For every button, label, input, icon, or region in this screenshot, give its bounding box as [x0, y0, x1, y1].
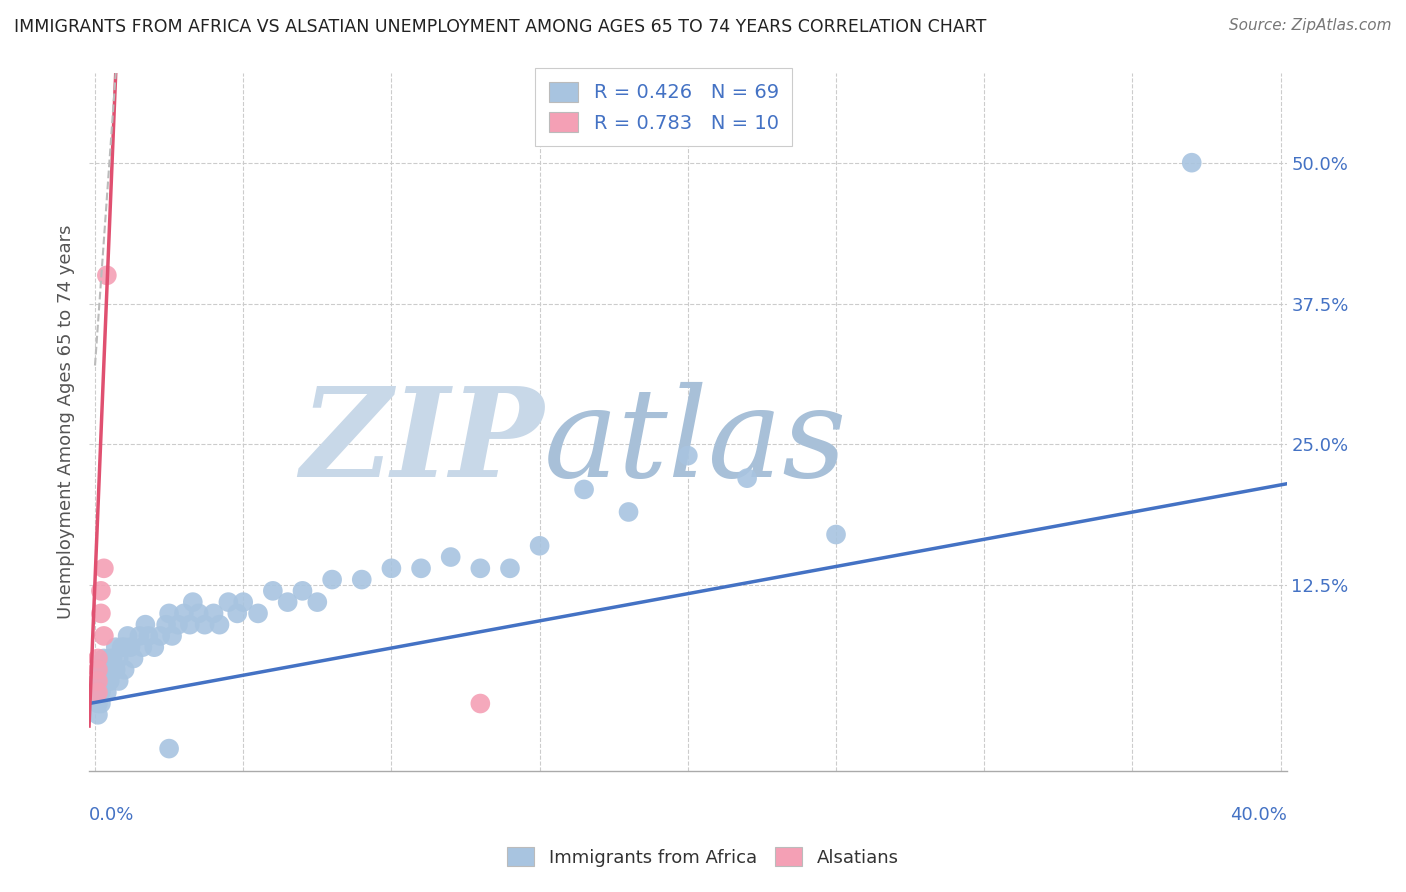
Point — [93, 673, 115, 688]
Point — [202, 607, 225, 621]
Point — [181, 595, 204, 609]
Point — [735, 471, 758, 485]
Point — [101, 651, 124, 665]
Y-axis label: Unemployment Among Ages 65 to 74 years: Unemployment Among Ages 65 to 74 years — [58, 225, 75, 619]
Point — [676, 449, 699, 463]
Point — [107, 651, 129, 665]
Point — [114, 663, 136, 677]
Point — [1181, 155, 1204, 169]
Point — [194, 617, 217, 632]
Point — [149, 629, 172, 643]
Point — [93, 561, 115, 575]
Point — [470, 697, 492, 711]
Point — [277, 595, 299, 609]
Point — [122, 651, 145, 665]
Point — [101, 663, 124, 677]
Point — [157, 741, 180, 756]
Point — [87, 673, 110, 688]
Point — [470, 561, 492, 575]
Point — [167, 617, 190, 632]
Point — [134, 617, 156, 632]
Point — [262, 583, 284, 598]
Point — [107, 673, 129, 688]
Point — [111, 640, 134, 655]
Point — [96, 268, 118, 283]
Text: Source: ZipAtlas.com: Source: ZipAtlas.com — [1229, 18, 1392, 33]
Point — [93, 629, 115, 643]
Point — [87, 697, 110, 711]
Point — [157, 607, 180, 621]
Point — [217, 595, 239, 609]
Point — [87, 707, 110, 722]
Point — [90, 685, 112, 699]
Point — [104, 640, 127, 655]
Point — [138, 629, 160, 643]
Point — [307, 595, 329, 609]
Point — [98, 673, 121, 688]
Point — [96, 663, 118, 677]
Point — [143, 640, 166, 655]
Point — [179, 617, 201, 632]
Point — [825, 527, 848, 541]
Point — [96, 685, 118, 699]
Point — [187, 607, 209, 621]
Text: IMMIGRANTS FROM AFRICA VS ALSATIAN UNEMPLOYMENT AMONG AGES 65 TO 74 YEARS CORREL: IMMIGRANTS FROM AFRICA VS ALSATIAN UNEMP… — [14, 18, 987, 36]
Point — [90, 607, 112, 621]
Point — [572, 483, 595, 497]
Point — [131, 640, 153, 655]
Point — [96, 673, 118, 688]
Point — [160, 629, 183, 643]
Point — [350, 573, 373, 587]
Point — [173, 607, 195, 621]
Point — [321, 573, 343, 587]
Point — [87, 673, 110, 688]
Point — [617, 505, 640, 519]
Point — [232, 595, 254, 609]
Point — [226, 607, 249, 621]
Point — [87, 685, 110, 699]
Point — [93, 651, 115, 665]
Point — [90, 673, 112, 688]
Text: 0.0%: 0.0% — [89, 806, 135, 824]
Point — [98, 651, 121, 665]
Point — [380, 561, 402, 575]
Point — [529, 539, 551, 553]
Point — [117, 629, 139, 643]
Text: ZIP: ZIP — [301, 382, 544, 504]
Point — [440, 549, 463, 564]
Point — [291, 583, 314, 598]
Point — [114, 640, 136, 655]
Point — [128, 629, 150, 643]
Point — [90, 663, 112, 677]
Legend: Immigrants from Africa, Alsatians: Immigrants from Africa, Alsatians — [501, 840, 905, 874]
Point — [87, 651, 110, 665]
Point — [90, 697, 112, 711]
Point — [98, 663, 121, 677]
Point — [208, 617, 231, 632]
Point — [499, 561, 522, 575]
Point — [155, 617, 177, 632]
Point — [87, 663, 110, 677]
Point — [409, 561, 432, 575]
Text: 40.0%: 40.0% — [1230, 806, 1286, 824]
Legend: R = 0.426   N = 69, R = 0.783   N = 10: R = 0.426 N = 69, R = 0.783 N = 10 — [536, 69, 793, 146]
Point — [247, 607, 270, 621]
Point — [93, 663, 115, 677]
Point — [90, 583, 112, 598]
Text: atlas: atlas — [544, 382, 848, 504]
Point — [104, 663, 127, 677]
Point — [87, 685, 110, 699]
Point — [120, 640, 142, 655]
